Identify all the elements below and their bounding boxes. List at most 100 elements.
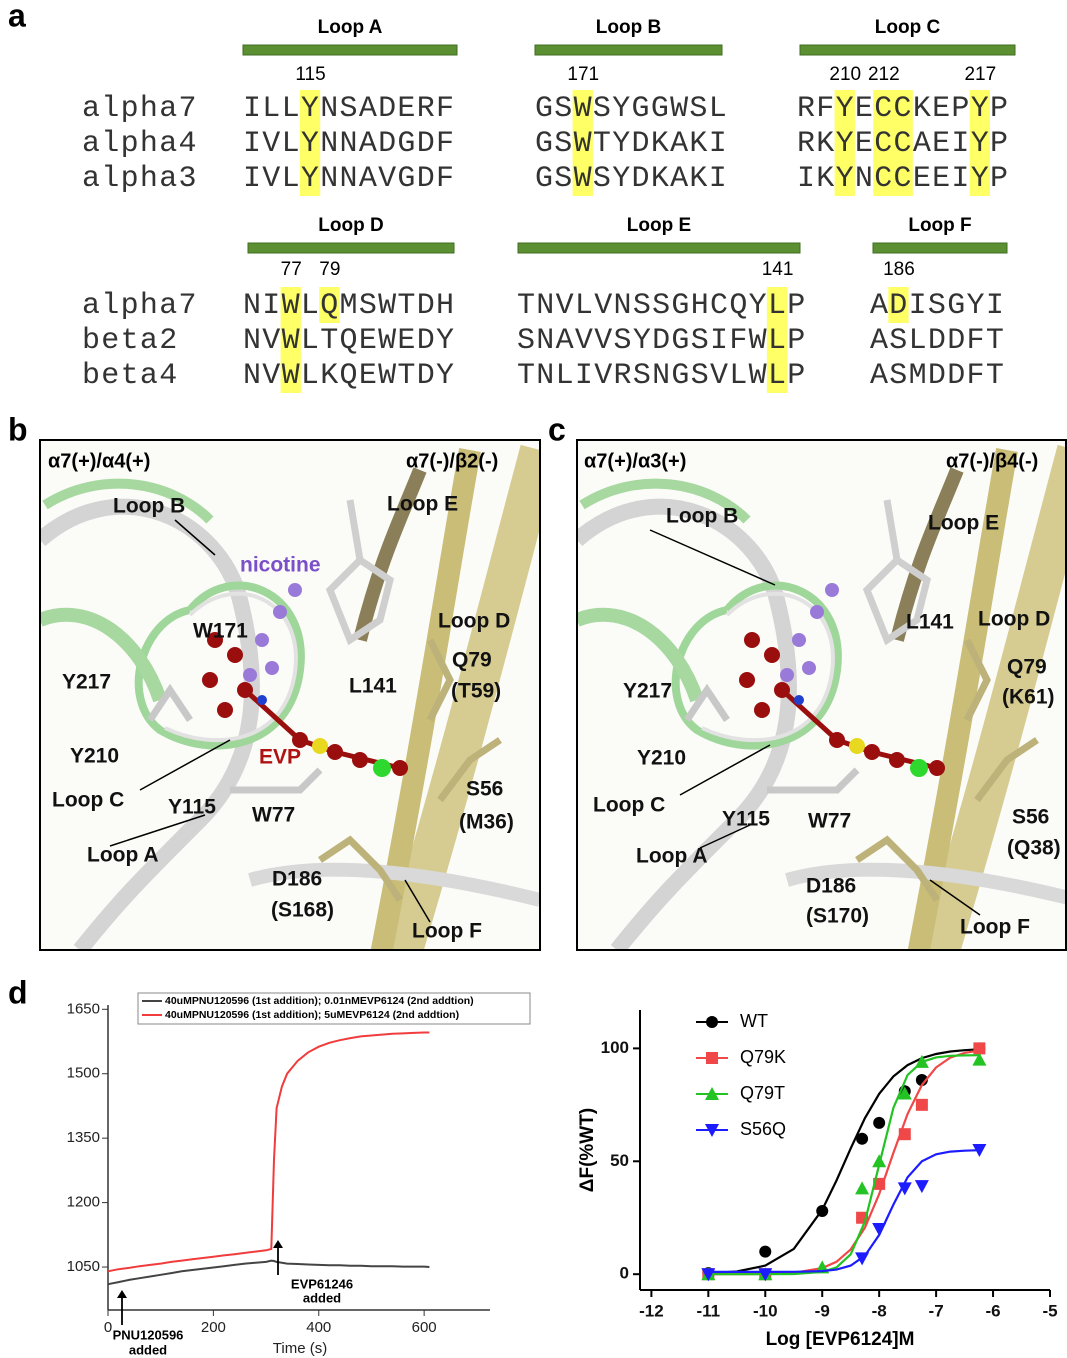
sequence-name: alpha4 xyxy=(82,127,198,161)
sequence: NVWLTQEWEDY xyxy=(243,324,455,358)
sequence: ILLYNSADERF xyxy=(243,92,455,126)
sequence: ASMDDFT xyxy=(870,359,1005,393)
loop-label: Loop E xyxy=(627,215,691,236)
x-tick-label: -11 xyxy=(697,1301,721,1320)
structure-label: Y217 xyxy=(62,671,111,694)
structure-label: Loop C xyxy=(52,789,124,812)
marker xyxy=(872,1154,886,1167)
loop-bar xyxy=(248,243,454,253)
sequence: SNAVVSYDGSIFWLP xyxy=(517,324,807,358)
x-tick-label: -9 xyxy=(815,1301,830,1320)
sequence-name: alpha3 xyxy=(82,162,198,196)
loop-label: Loop C xyxy=(875,17,941,38)
sequence: GSWTYDKAKI xyxy=(535,127,728,161)
loop-bar xyxy=(518,243,800,253)
legend-marker xyxy=(706,1016,718,1028)
legend-label: Q79T xyxy=(740,1083,785,1103)
residue-number: 210 xyxy=(829,64,861,85)
chlorine xyxy=(373,759,391,777)
structure-label: W77 xyxy=(808,810,851,833)
loop-label: Loop F xyxy=(908,215,971,236)
structure-label: D186 xyxy=(272,868,322,891)
structure-label: Loop B xyxy=(113,495,185,518)
legend-label: WT xyxy=(740,1011,768,1031)
structure-label: S56 xyxy=(1012,806,1049,829)
loop-bar xyxy=(535,45,722,55)
y-tick-label: 1500 xyxy=(67,1065,100,1082)
panel-label: d xyxy=(8,974,28,1010)
series-line xyxy=(108,1033,429,1272)
structure-label: Loop E xyxy=(387,493,458,516)
y-tick-label: 1200 xyxy=(67,1194,100,1211)
y-tick-label: 0 xyxy=(620,1264,629,1283)
panel-label: c xyxy=(548,411,566,447)
x-tick-label: -6 xyxy=(985,1301,1000,1320)
sequence: ASLDDFT xyxy=(870,324,1005,358)
marker xyxy=(855,1252,869,1265)
structure-label: (S170) xyxy=(806,905,869,928)
nitrogen xyxy=(257,695,267,705)
structure-label: Loop A xyxy=(87,844,159,867)
sequence: GSWSYDKAKI xyxy=(535,162,728,196)
x-tick-label: -10 xyxy=(753,1301,778,1320)
structure-label: EVP xyxy=(259,746,301,769)
marker xyxy=(873,1117,885,1129)
structure-label: L141 xyxy=(349,675,397,698)
sequence: IVLYNNADGDF xyxy=(243,127,455,161)
y-axis-title: ΔF(%WT) xyxy=(577,1108,598,1192)
marker xyxy=(973,1042,985,1054)
loop-label: Loop A xyxy=(318,17,383,38)
structure-label: Loop F xyxy=(960,916,1030,939)
marker xyxy=(855,1181,869,1194)
loop-bar xyxy=(800,45,1015,55)
structure-label: Y210 xyxy=(70,745,119,768)
figure: abcdLoop A115ILLYNSADERFIVLYNNADGDFIVLYN… xyxy=(0,0,1067,1358)
marker xyxy=(872,1223,886,1236)
x-tick-label: -8 xyxy=(872,1301,887,1320)
arrow-head xyxy=(117,1290,127,1298)
residue-number: 212 xyxy=(868,64,900,85)
legend-marker xyxy=(706,1052,718,1064)
structure-label: Loop B xyxy=(666,505,738,528)
structure-label: α7(-)/β2(-) xyxy=(406,450,498,472)
structure-label: Q79 xyxy=(1007,656,1047,679)
loop-bar xyxy=(243,45,457,55)
residue-number: 79 xyxy=(319,259,340,280)
y-tick-label: 100 xyxy=(601,1038,629,1057)
sequence: GSWSYGGWSL xyxy=(535,92,728,126)
structure-label: α7(-)/β4(-) xyxy=(946,450,1038,472)
x-axis-title: Time (s) xyxy=(273,1340,327,1357)
legend-label: 40uMPNU120596 (1st addition); 5uMEVP6124… xyxy=(165,1009,459,1021)
panel-label: b xyxy=(8,411,28,447)
sequence-name: alpha7 xyxy=(82,289,198,323)
y-tick-label: 1650 xyxy=(67,1000,100,1017)
sequence: NIWLQMSWTDH xyxy=(243,289,455,323)
marker xyxy=(915,1180,929,1193)
residue-number: 141 xyxy=(762,259,794,280)
structure-label: Y210 xyxy=(637,747,686,770)
sequence-name: alpha7 xyxy=(82,92,198,126)
structure-label: S56 xyxy=(466,778,503,801)
structure-label: W171 xyxy=(193,620,248,643)
residue-number: 186 xyxy=(883,259,915,280)
structure-label: Q79 xyxy=(452,649,492,672)
arrow-head xyxy=(273,1240,283,1248)
annotation: added xyxy=(129,1342,167,1357)
sequence-name: beta2 xyxy=(82,324,179,358)
sequence: IVLYNNAVGDF xyxy=(243,162,455,196)
marker xyxy=(856,1133,868,1145)
legend-label: S56Q xyxy=(740,1119,786,1139)
sequence: NVWLKQEWTDY xyxy=(243,359,455,393)
structure-label: Loop C xyxy=(593,794,665,817)
y-tick-label: 1050 xyxy=(67,1258,100,1275)
legend-label: Q79K xyxy=(740,1047,786,1067)
annotation: EVP61246 xyxy=(291,1276,353,1291)
fit-curve xyxy=(708,1150,979,1272)
annotation: added xyxy=(303,1290,341,1305)
x-tick-label: 400 xyxy=(306,1319,331,1336)
x-tick-label: 600 xyxy=(412,1319,437,1336)
marker xyxy=(916,1099,928,1111)
structure-label: Loop F xyxy=(412,920,482,943)
x-tick-label: 200 xyxy=(201,1319,226,1336)
residue-number: 77 xyxy=(281,259,302,280)
